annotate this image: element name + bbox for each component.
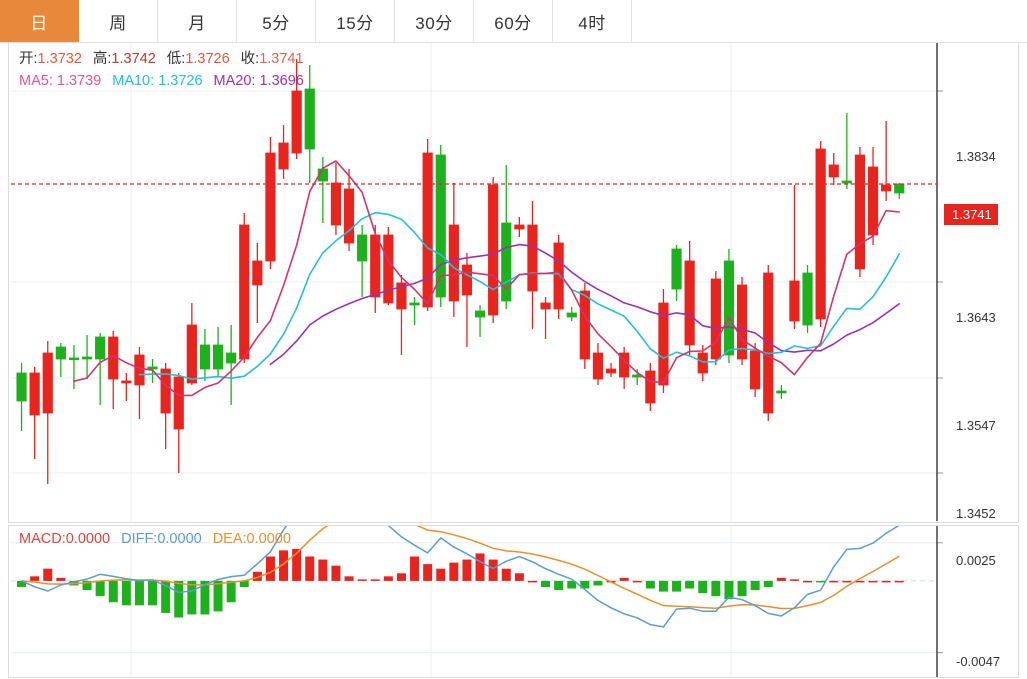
tab-week[interactable]: 周 [79,0,158,42]
macd-plot [11,526,943,677]
macd-tick-1: -0.0047 [956,654,1001,669]
macd-chart-panel[interactable]: MACD:0.0000 DIFF:0.0000 DEA:0.0000 0.0025 … [8,525,1019,678]
price-tick-3: 1.3452 [956,506,996,521]
tab-4hour[interactable]: 4时 [553,0,632,42]
tab-label: 4时 [578,13,606,33]
candlestick-plot [11,43,943,521]
tab-label: 月 [188,13,206,33]
tab-label: 日 [30,13,48,33]
tab-15min[interactable]: 15分 [316,0,395,42]
price-chart-panel[interactable]: 开:1.3732 高:1.3742 低:1.3726 收:1.3741 MA5: 1.… [8,43,1019,523]
tab-label: 5分 [262,13,290,33]
tab-5min[interactable]: 5分 [237,0,316,42]
period-tab-bar: 日 周 月 5分 15分 30分 60分 4时 [0,0,1027,43]
price-tick-2: 1.3547 [956,418,996,433]
tab-day[interactable]: 日 [0,0,79,42]
current-price-badge: 1.3741 [944,204,998,225]
tab-month[interactable]: 月 [158,0,237,42]
tab-label: 15分 [336,13,374,33]
price-tick-1: 1.3643 [956,310,996,325]
tab-label: 30分 [415,13,453,33]
tab-30min[interactable]: 30分 [395,0,474,42]
price-tick-0: 1.3834 [956,149,996,164]
macd-tick-0: 0.0025 [956,553,996,568]
tab-label: 60分 [494,13,532,33]
tab-bar-filler [632,0,1027,42]
tab-60min[interactable]: 60分 [474,0,553,42]
tab-label: 周 [109,13,127,33]
